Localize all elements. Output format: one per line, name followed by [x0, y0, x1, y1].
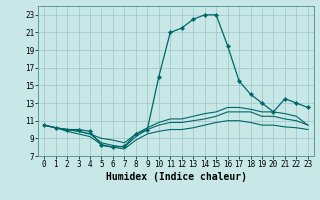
X-axis label: Humidex (Indice chaleur): Humidex (Indice chaleur) — [106, 172, 246, 182]
